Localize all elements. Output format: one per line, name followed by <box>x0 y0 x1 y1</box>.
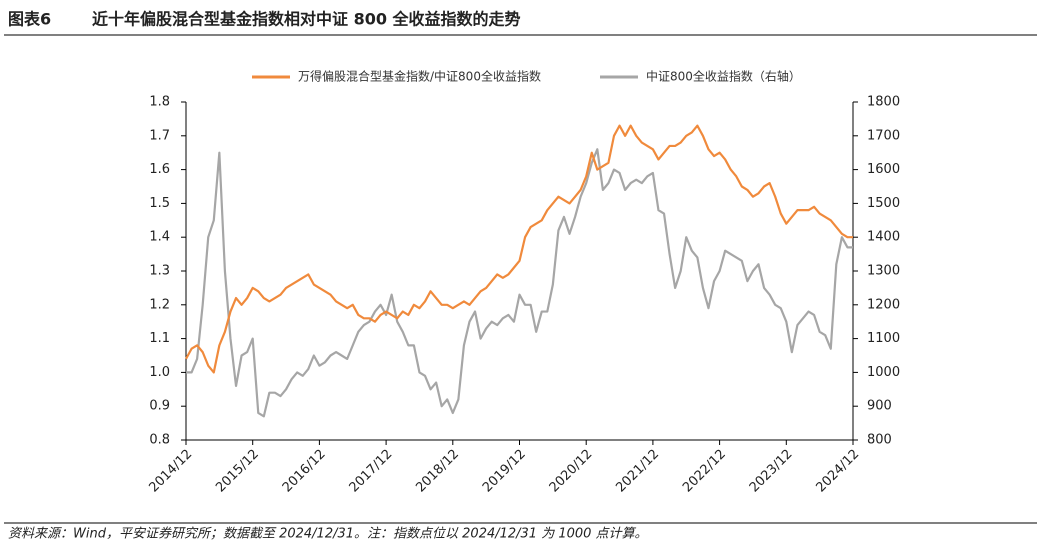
x-tick-label: 2022/12 <box>680 447 729 496</box>
x-tick-label: 2024/12 <box>814 447 863 496</box>
y2-tick-label: 1600 <box>867 162 900 177</box>
figure-label: 图表6 <box>8 10 51 29</box>
x-tick-label: 2020/12 <box>547 447 596 496</box>
y-tick-label: 1.3 <box>149 264 170 279</box>
series-line <box>186 148 853 418</box>
y-tick-label: 1.7 <box>149 128 170 143</box>
y-tick-label: 1.8 <box>149 95 170 110</box>
x-tick-label: 2021/12 <box>613 447 662 496</box>
y2-tick-label: 1500 <box>867 196 900 211</box>
y2-tick-label: 900 <box>867 399 892 414</box>
y2-tick-label: 1100 <box>867 331 900 346</box>
legend-label: 万得偏股混合型基金指数/中证800全收益指数 <box>298 69 541 84</box>
y2-tick-label: 1300 <box>867 264 900 279</box>
x-tick-label: 2014/12 <box>147 447 196 496</box>
y-tick-label: 1.4 <box>149 230 170 245</box>
series-line <box>185 124 853 374</box>
x-tick-label: 2017/12 <box>347 447 396 496</box>
x-tick-label: 2023/12 <box>747 447 796 496</box>
y-tick-label: 0.8 <box>149 433 170 448</box>
x-tick-label: 2016/12 <box>280 447 329 496</box>
x-tick-label: 2019/12 <box>480 447 529 496</box>
y-tick-label: 1.6 <box>149 162 170 177</box>
y2-tick-label: 1200 <box>867 297 900 312</box>
chart-title: 近十年偏股混合型基金指数相对中证 800 全收益指数的走势 <box>92 10 521 29</box>
y2-tick-label: 800 <box>867 433 892 448</box>
source-note: 资料来源：Wind，平安证券研究所；数据截至 2024/12/31。注：指数点位… <box>8 526 648 542</box>
y-tick-label: 1.0 <box>149 365 170 380</box>
y2-tick-label: 1800 <box>867 95 900 110</box>
y2-tick-label: 1400 <box>867 230 900 245</box>
y2-tick-label: 1000 <box>867 365 900 380</box>
y-tick-label: 1.2 <box>149 297 170 312</box>
y-tick-label: 0.9 <box>149 399 170 414</box>
legend-label: 中证800全收益指数（右轴） <box>646 69 801 84</box>
x-tick-label: 2018/12 <box>413 447 462 496</box>
y-tick-label: 1.5 <box>149 196 170 211</box>
x-tick-label: 2015/12 <box>213 447 262 496</box>
y-tick-label: 1.1 <box>149 331 170 346</box>
y2-tick-label: 1700 <box>867 128 900 143</box>
